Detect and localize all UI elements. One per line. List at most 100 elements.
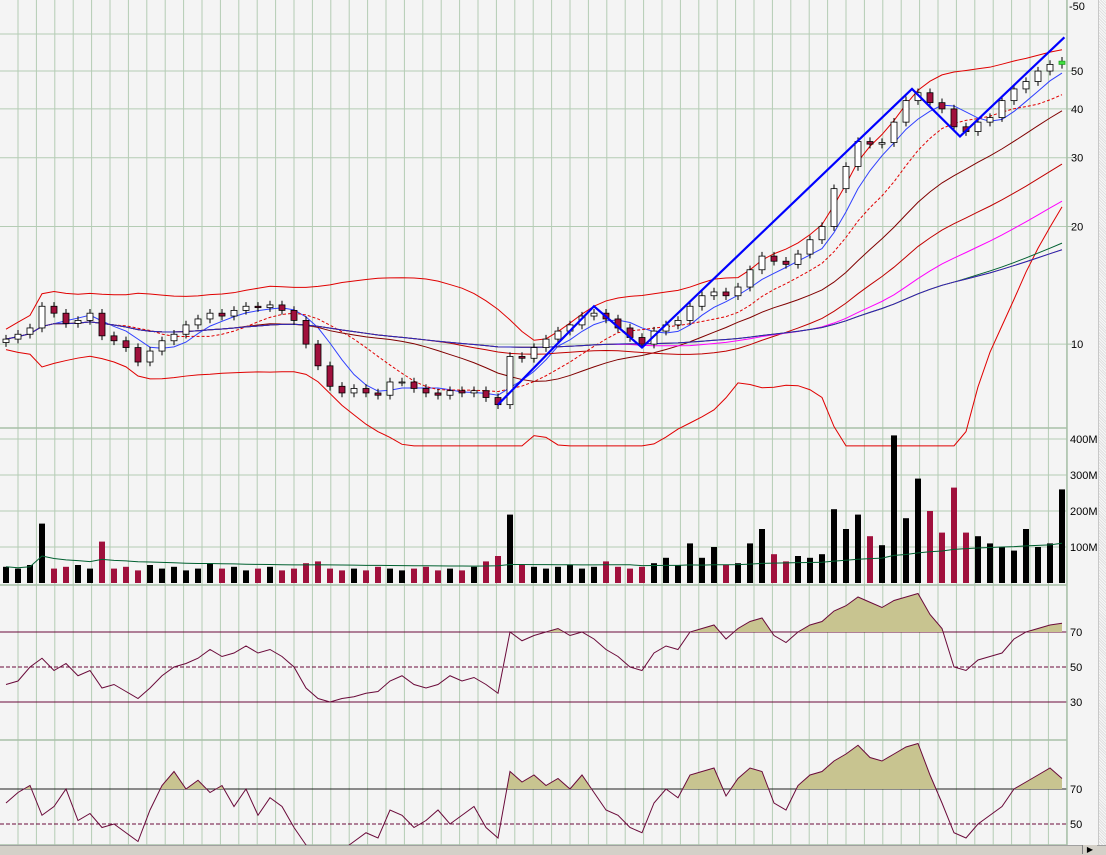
volume-bar [303,563,309,583]
volume-bar [999,547,1005,583]
volume-bar [291,568,297,583]
price-panel [2,36,1066,447]
candle [254,305,262,309]
volume-tick-label: 400M [1070,434,1098,446]
candle [362,388,370,394]
volume-bar [855,514,861,583]
candle [446,390,454,396]
volume-bar [867,536,873,583]
candle [722,291,730,297]
rsi-tick-label: 30 [1070,697,1082,709]
candle [62,312,70,324]
candle [146,350,154,363]
candle [1046,63,1054,72]
volume-bar [267,566,273,583]
candle [410,381,418,389]
volume-bar [1047,543,1053,583]
candle [830,188,838,227]
volume-bar [447,568,453,583]
price-tick-label: 30 [1071,153,1083,165]
rsi-overbought-fill [6,743,1062,789]
volume-bar [879,545,885,583]
volume-bar [1059,489,1065,583]
volume-bar [783,561,789,583]
candle [554,330,562,340]
price-tick-label: 50 [1071,66,1083,78]
volume-bar [459,570,465,583]
volume-bar [519,565,525,583]
candle [134,347,142,363]
candle [806,239,814,255]
candle [50,305,58,314]
volume-bar [951,487,957,583]
candle [470,390,478,394]
volume-bar [423,566,429,583]
volume-bar [339,570,345,583]
rsi-line [5,742,1063,854]
candle [734,286,742,297]
candle [506,356,514,406]
candle [926,92,934,104]
candle [710,291,718,297]
candle [1034,70,1042,82]
volume-bar [675,565,681,583]
volume-bar [975,536,981,583]
candle [950,108,958,128]
candle [782,260,790,265]
volume-bar [699,557,705,583]
volume-bar [435,570,441,583]
candle [1058,60,1066,65]
candle [698,295,706,307]
candle [398,381,406,384]
volume-bar [99,541,105,583]
volume-bar [663,557,669,583]
volume-bar [135,570,141,583]
candle [302,320,310,345]
volume-bar [759,529,765,583]
volume-bar [615,566,621,583]
volume-bar [507,514,513,583]
candle [746,269,754,288]
volume-bar [651,563,657,583]
candle [242,305,250,311]
volume-bar [819,554,825,583]
bollinger-upper [5,49,1063,341]
volume-bar [627,568,633,583]
volume-bar [183,570,189,583]
candle [170,333,178,342]
triangle-right-icon[interactable]: ▶ [1082,845,1097,854]
price-tick-label: 20 [1071,222,1083,234]
moving-average-150 [5,249,1063,348]
volume-bar [723,565,729,583]
moving-average-50 [5,200,1063,348]
volume-tick-label: 300M [1070,470,1098,482]
candle [974,121,982,132]
candle [182,324,190,335]
moving-average-10 [5,94,1063,393]
volume-bar [279,570,285,583]
price-top-label: -50 [1069,1,1085,13]
volume-bar [495,556,501,583]
price-tick-label: 10 [1071,339,1083,351]
volume-bar [231,566,237,583]
volume-bar [351,568,357,583]
vertical-scrollbar[interactable] [1098,0,1106,845]
volume-bar [375,566,381,583]
candle [866,141,874,145]
candle [266,304,274,309]
rsi-panel-2 [0,742,1067,854]
candle [2,338,10,343]
volume-bar [399,570,405,583]
volume-bar [903,518,909,583]
candle [290,309,298,321]
candle [842,166,850,190]
volume-bar [147,565,153,583]
rsi-line [5,592,1063,703]
candle [206,312,214,320]
volume-bar [51,568,57,583]
candle [338,385,346,394]
volume-bar [1035,547,1041,583]
candle [14,333,22,340]
candle [98,312,106,337]
horizontal-scrollbar[interactable] [0,845,1106,855]
